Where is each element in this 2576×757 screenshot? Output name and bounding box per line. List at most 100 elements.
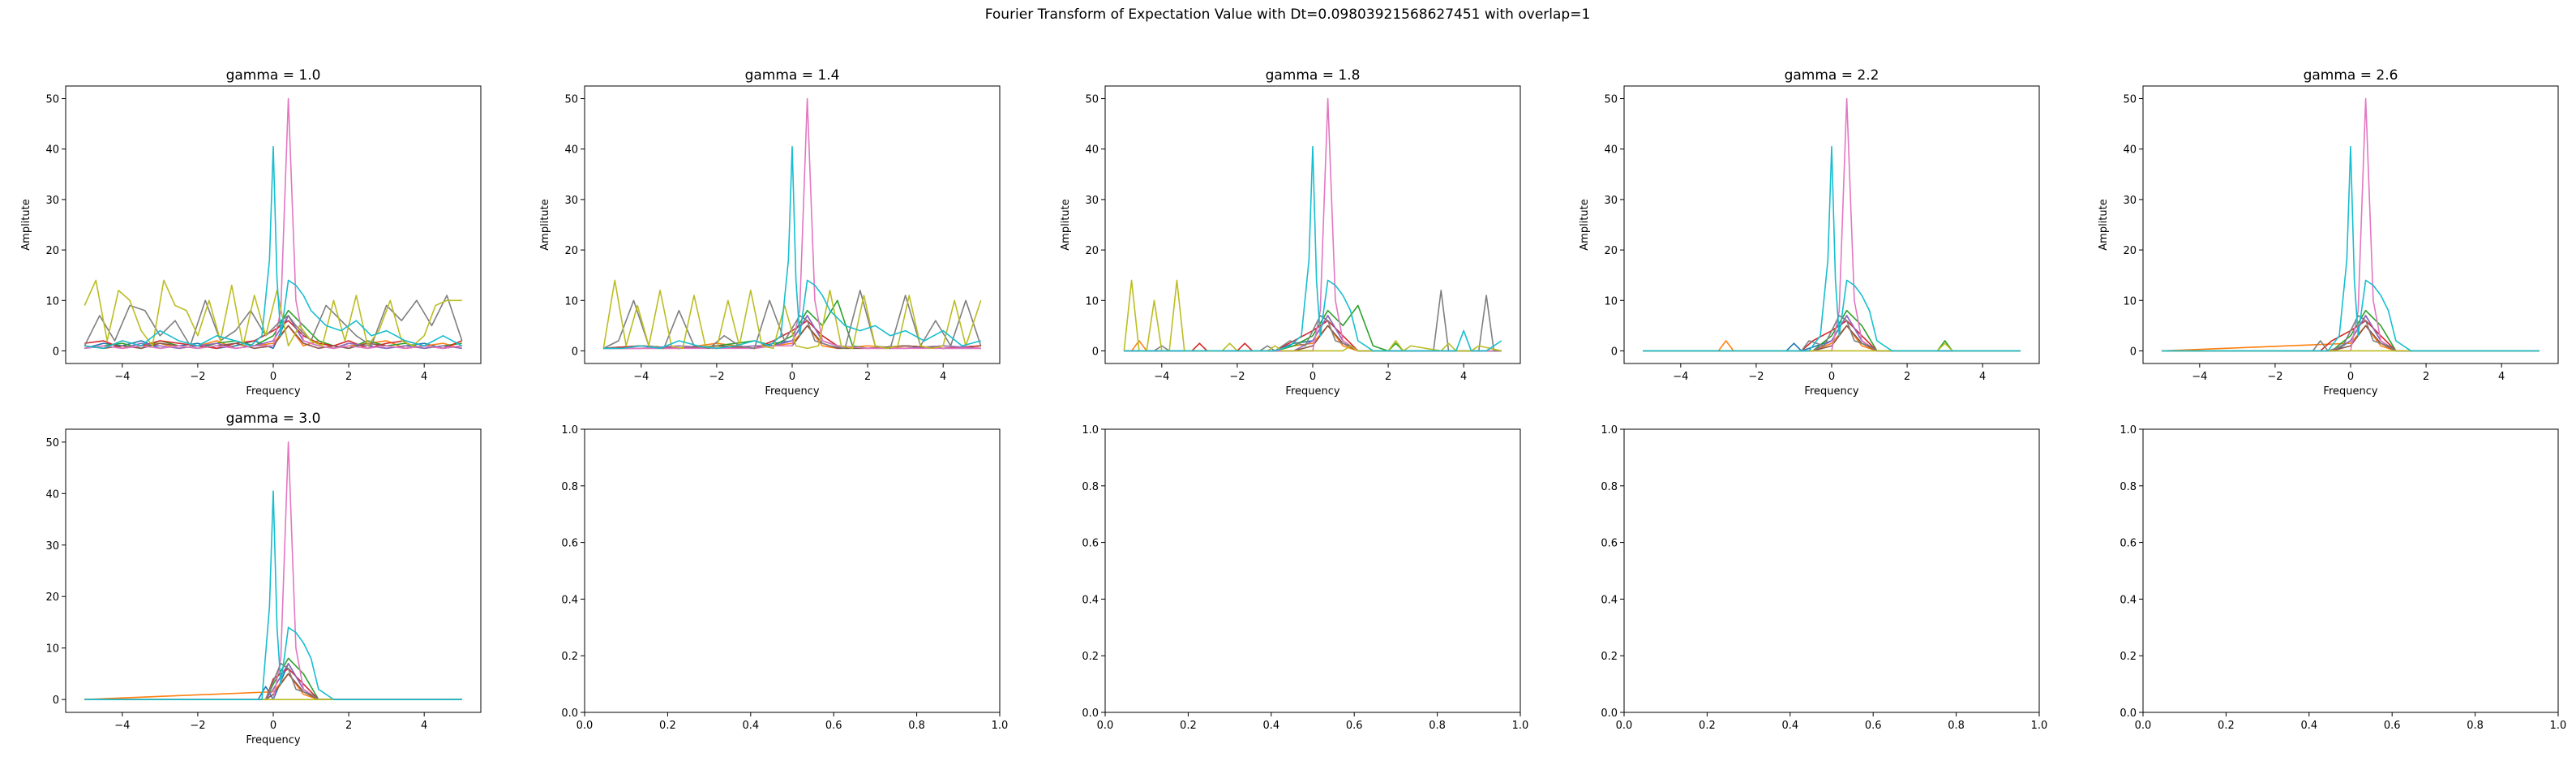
x-tick-label: 1.0	[2031, 720, 2048, 732]
series-line-10	[2162, 145, 2540, 352]
y-tick-label: 20	[45, 245, 59, 257]
x-tick-label: 0.2	[1699, 720, 1716, 732]
series-line-8	[1643, 315, 2021, 352]
y-tick-label: 30	[564, 195, 578, 207]
series-group	[1123, 97, 1502, 352]
x-tick-label: 0.8	[908, 720, 925, 732]
y-tick-label: 30	[45, 540, 59, 553]
y-tick-label: 20	[1085, 245, 1099, 257]
y-tick-label: 20	[2123, 245, 2137, 257]
x-tick-label: 0.0	[2135, 720, 2152, 732]
x-tick-label: 0.0	[1616, 720, 1633, 732]
x-tick-label: 1.0	[992, 720, 1009, 732]
y-tick-label: 30	[1085, 195, 1099, 207]
x-tick-label: 0	[1828, 371, 1835, 383]
y-tick-label: 0.4	[2120, 594, 2137, 606]
series-line-3	[1124, 304, 1502, 352]
y-tick-label: 40	[1085, 144, 1099, 157]
subplot-8: 0.0 0.2 0.4 0.6 0.8 1.0 0.0 0.2 0.4 0.6 0.8 1.0	[1082, 424, 1528, 732]
y-tick-label: 30	[45, 195, 59, 207]
y-tick-label: 0.6	[561, 538, 578, 550]
x-tick-label: 0.8	[2467, 720, 2484, 732]
x-tick-label: 1.0	[2550, 720, 2567, 732]
x-tick-label: 2	[345, 371, 352, 383]
x-tick-label: 0.0	[1097, 720, 1114, 732]
axes-frame	[1104, 428, 1521, 713]
subplot-title: gamma = 1.0	[226, 67, 321, 84]
x-tick-label: −4	[114, 371, 130, 383]
x-axis-label: Frequency	[1804, 385, 1858, 398]
y-tick-label: 10	[45, 295, 59, 308]
series-line-10	[603, 145, 981, 350]
x-tick-label: −2	[2267, 371, 2282, 383]
x-tick-label: 4	[940, 371, 946, 383]
x-tick-label: −4	[2192, 371, 2207, 383]
x-tick-label: 0.8	[1429, 720, 1446, 732]
axes-frame	[65, 428, 482, 713]
series-line-8	[84, 662, 462, 700]
y-tick-label: 0.0	[561, 708, 578, 720]
subplot-7: 0.0 0.2 0.4 0.6 0.8 1.0 0.0 0.2 0.4 0.6 0.8 1.0	[561, 424, 1008, 732]
y-tick-label: 50	[45, 437, 59, 449]
x-tick-label: 0.2	[2218, 720, 2235, 732]
y-tick-label: 0.2	[1601, 651, 1618, 663]
series-line-9	[1123, 279, 1502, 352]
x-axis-label: Frequency	[246, 734, 300, 746]
y-tick-label: 0	[2130, 346, 2137, 358]
y-tick-label: 50	[1604, 94, 1618, 106]
x-tick-label: 0.0	[576, 720, 594, 732]
y-tick-label: 0.8	[561, 481, 578, 493]
series-line-7	[1643, 97, 2021, 352]
series-line-10	[1124, 145, 1502, 352]
x-axis-label: Frequency	[765, 385, 819, 398]
y-tick-label: 10	[2123, 295, 2137, 308]
subplot-title: gamma = 2.2	[1785, 67, 1879, 84]
x-tick-label: 4	[421, 720, 427, 732]
series-line-9	[84, 279, 462, 347]
y-tick-label: 0	[53, 695, 59, 707]
y-axis-label: Amplitute	[1579, 199, 1591, 250]
x-axis-label: Frequency	[246, 385, 300, 398]
series-group	[84, 441, 462, 700]
x-tick-label: 2	[345, 720, 352, 732]
x-tick-label: −4	[633, 371, 649, 383]
y-tick-label: 0.6	[2120, 538, 2137, 550]
series-line-7	[603, 97, 981, 350]
y-axis-label: Amplitute	[1060, 199, 1072, 250]
x-tick-label: 0.6	[2384, 720, 2401, 732]
x-tick-label: 0.4	[742, 720, 759, 732]
y-tick-label: 0.8	[1082, 481, 1099, 493]
x-tick-label: −4	[1154, 371, 1169, 383]
axes-frame	[65, 85, 482, 364]
y-tick-label: 20	[564, 245, 578, 257]
x-tick-label: −2	[1229, 371, 1245, 383]
y-tick-label: 1.0	[561, 424, 578, 437]
x-tick-label: 4	[1460, 371, 1467, 383]
series-line-6	[84, 673, 462, 700]
series-group	[1643, 97, 2021, 352]
x-tick-label: 0.8	[1948, 720, 1965, 732]
subplot-title: gamma = 1.4	[745, 67, 840, 84]
x-tick-label: 2	[2423, 371, 2429, 383]
y-tick-label: 40	[45, 488, 59, 501]
x-tick-label: 4	[1979, 371, 1986, 383]
figure-suptitle: Fourier Transform of Expectation Value w…	[985, 6, 1591, 23]
y-tick-label: 0.0	[1082, 708, 1099, 720]
axes-frame	[1104, 85, 1521, 364]
x-axis-label: Frequency	[2323, 385, 2377, 398]
x-tick-label: 0.6	[1346, 720, 1363, 732]
x-tick-label: −4	[114, 720, 130, 732]
y-tick-label: 0.2	[2120, 651, 2137, 663]
y-tick-label: 20	[45, 591, 59, 604]
series-group	[2162, 97, 2540, 352]
series-line-10	[84, 145, 463, 350]
y-tick-label: 0.6	[1601, 538, 1618, 550]
y-tick-label: 50	[45, 94, 59, 106]
y-tick-label: 40	[2123, 144, 2137, 157]
series-line-2	[1643, 325, 2021, 352]
y-tick-label: 0.0	[2120, 708, 2137, 720]
x-tick-label: 0.4	[2300, 720, 2317, 732]
